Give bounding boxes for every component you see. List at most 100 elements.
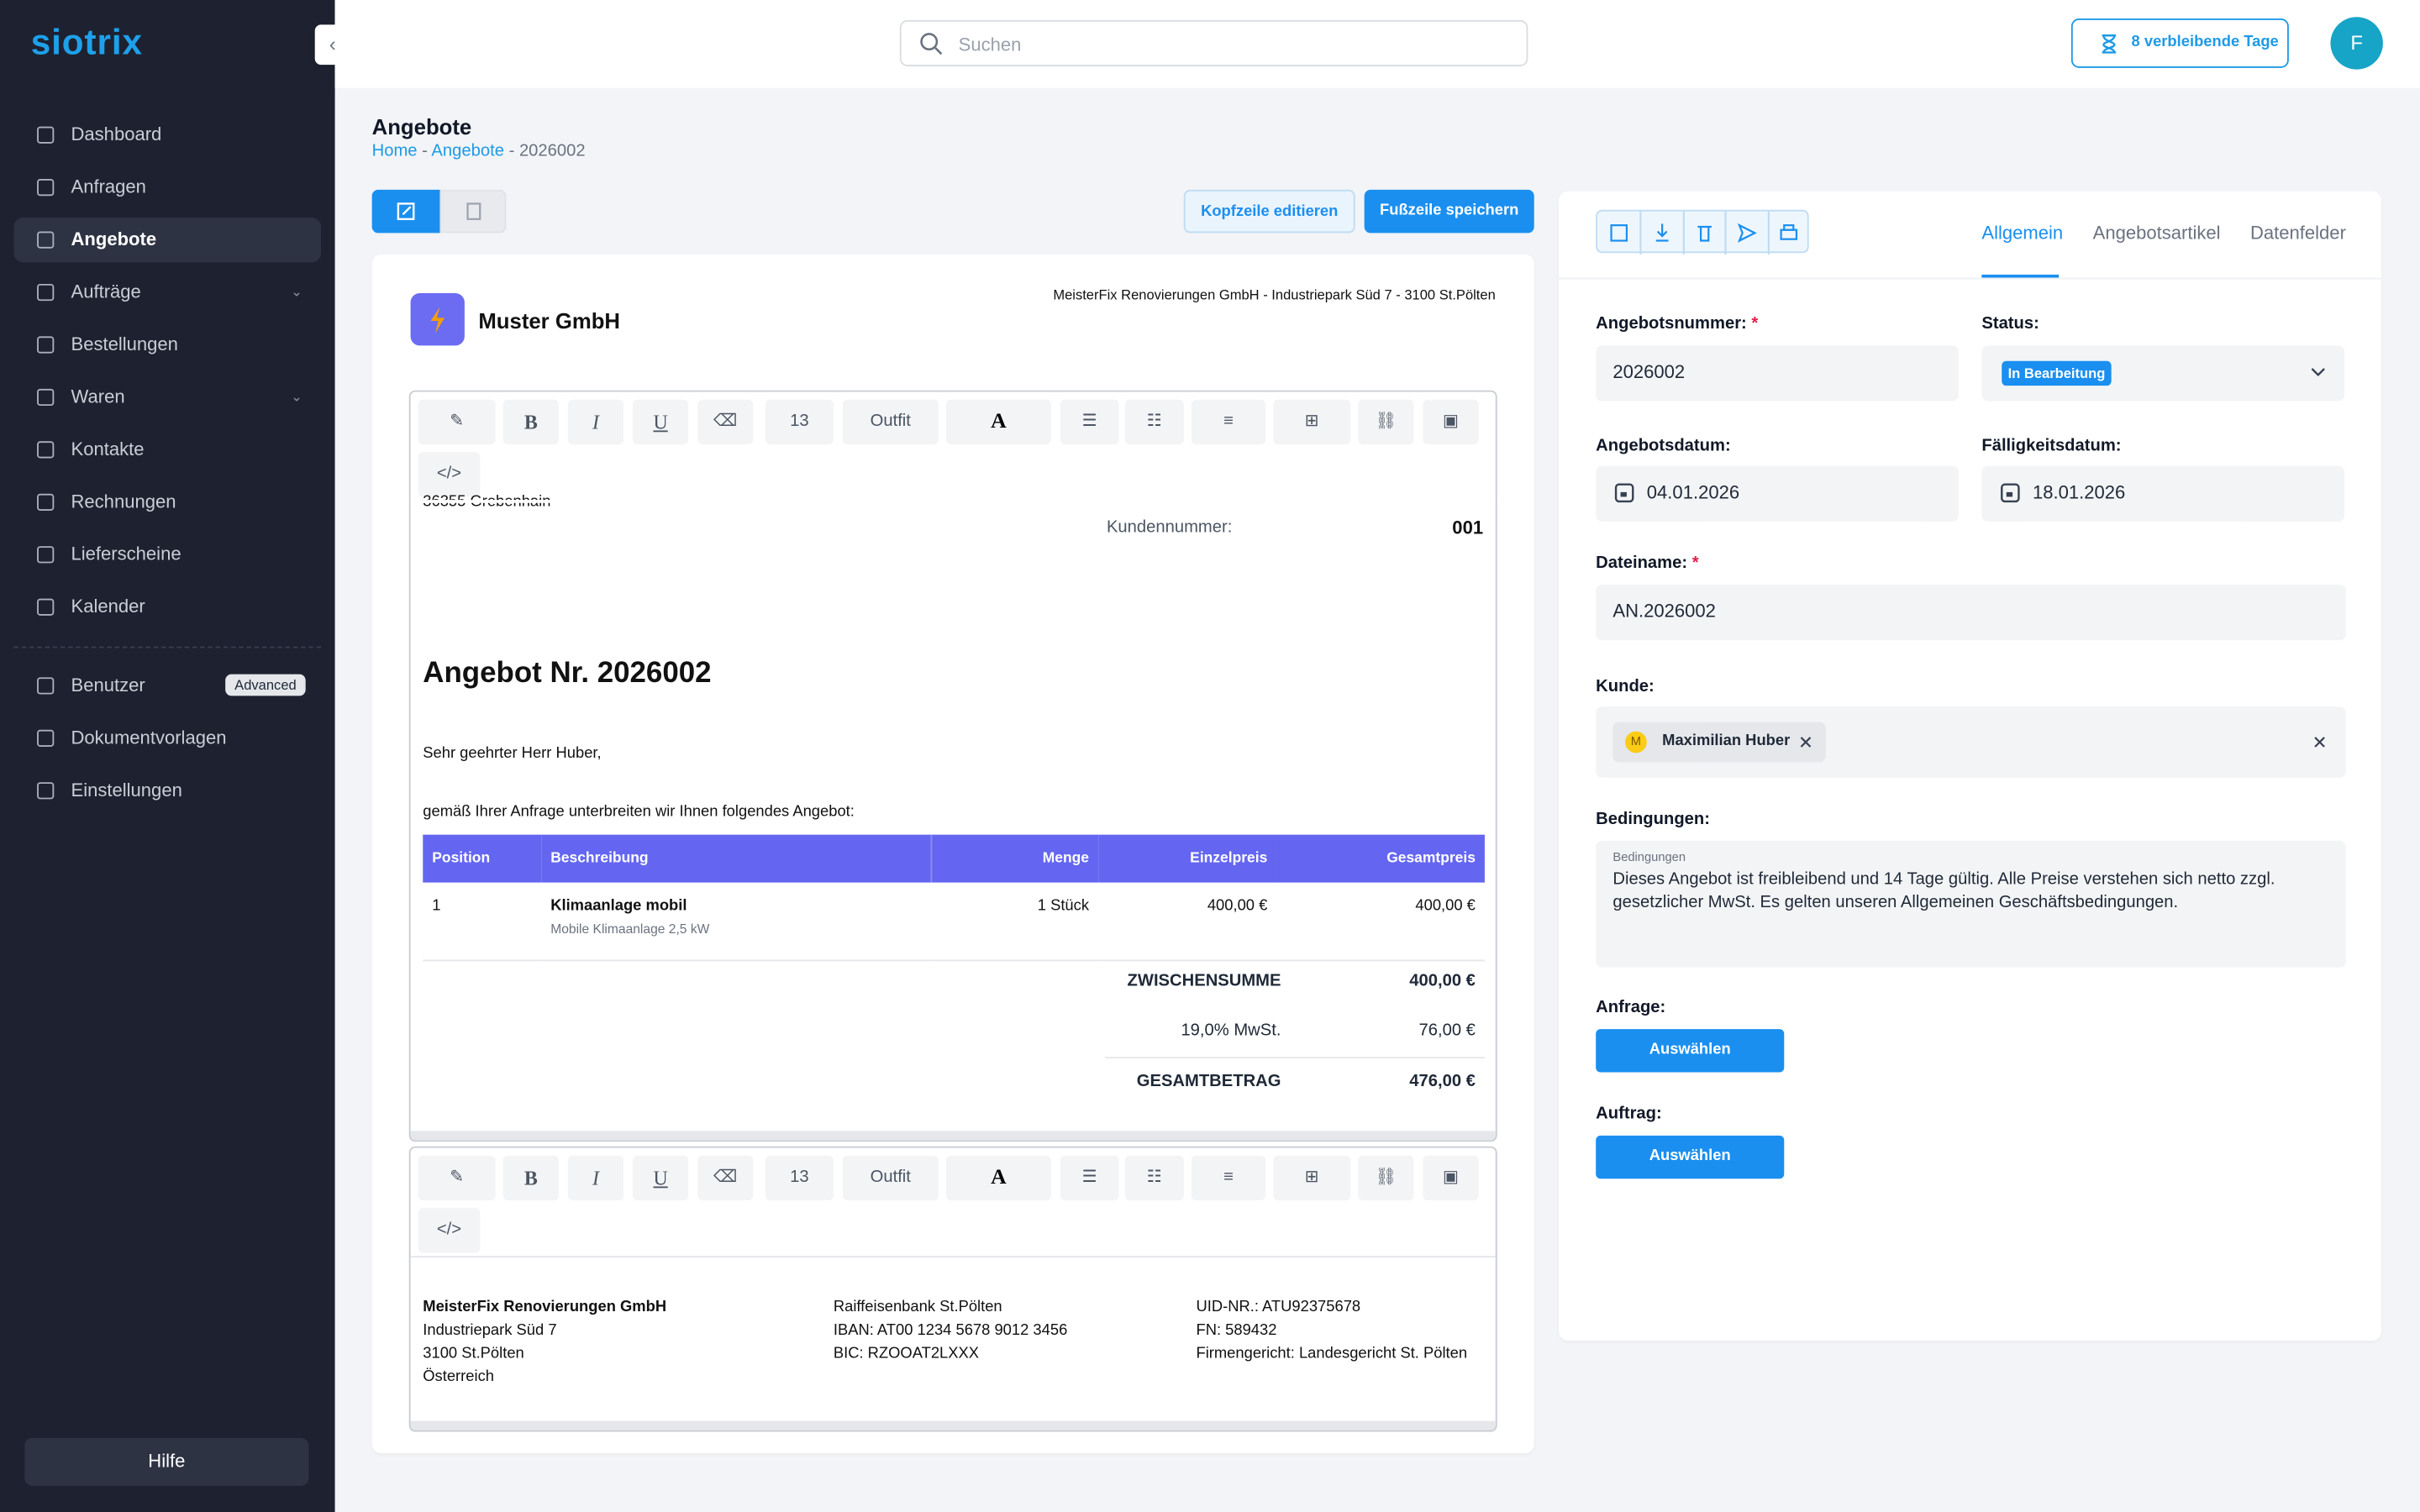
nav-item[interactable]: Aufträge ⌄ bbox=[14, 270, 322, 314]
help-button[interactable]: Hilfe bbox=[24, 1437, 309, 1486]
nav-item[interactable]: Lieferscheine bbox=[14, 533, 322, 577]
total-row: 19,0% MwSt. 76,00 € bbox=[1105, 1007, 1485, 1059]
save-footer-button[interactable]: Fußzeile speichern bbox=[1364, 189, 1534, 234]
toolbar-button[interactable]: ▣ bbox=[1423, 1155, 1479, 1200]
toolbar-button[interactable]: ⌫ bbox=[697, 1155, 754, 1200]
nav-item[interactable]: Angebote bbox=[13, 217, 322, 263]
clear-button[interactable] bbox=[2313, 736, 2326, 748]
nav-label: Einstellungen bbox=[71, 779, 182, 801]
toolbar-button[interactable]: ▣ bbox=[1423, 399, 1479, 444]
filename-input[interactable]: AN.2026002 bbox=[1596, 585, 2346, 641]
toolbar-button[interactable]: </> bbox=[418, 1208, 481, 1253]
toolbar-button[interactable]: ☰ bbox=[1060, 399, 1119, 444]
toolbar-button[interactable]: B bbox=[502, 1155, 559, 1200]
toolbar-button[interactable]: ⌫ bbox=[697, 399, 754, 444]
table-cell: Klimaanlage mobil Mobile Klimaanlage 2,5 … bbox=[541, 883, 931, 960]
toolbar-button[interactable]: 13 bbox=[765, 1155, 834, 1200]
toolbar-button[interactable]: ☰ bbox=[1060, 1155, 1119, 1200]
nav-item[interactable]: Anfragen bbox=[14, 165, 322, 210]
toolbar-button[interactable]: </> bbox=[418, 452, 481, 497]
toolbar-button[interactable]: ⊞ bbox=[1273, 1155, 1351, 1200]
toolbar-button[interactable]: ⊞ bbox=[1273, 399, 1351, 444]
nav-item[interactable]: Kontakte bbox=[14, 428, 322, 472]
nav-item[interactable]: Kalender bbox=[14, 585, 322, 629]
nav-item[interactable]: Dokumentvorlagen bbox=[14, 716, 322, 760]
toolbar-button[interactable]: I bbox=[567, 399, 624, 444]
terms-textarea[interactable]: Bedingungen Dieses Angebot ist freibleib… bbox=[1596, 841, 2346, 968]
breadcrumb-current: 2026002 bbox=[518, 141, 586, 161]
customer-select[interactable]: M Maximilian Huber bbox=[1596, 706, 2346, 778]
field-label: Fälligkeitsdatum: bbox=[1981, 436, 2122, 455]
toolbar-button[interactable]: U bbox=[633, 399, 689, 444]
total-row: GESAMTBETRAG 476,00 € bbox=[1105, 1058, 1485, 1108]
toolbar-button[interactable]: ✎ bbox=[418, 1155, 496, 1200]
toolbar-button[interactable]: ✎ bbox=[418, 399, 496, 444]
nav-item[interactable]: Rechnungen bbox=[14, 480, 322, 524]
due-date-value: 18.01.2026 bbox=[2032, 481, 2126, 503]
toolbar-button[interactable]: Outfit bbox=[842, 399, 939, 444]
table-cell: 400,00 € bbox=[1098, 883, 1276, 960]
customer-chip[interactable]: M Maximilian Huber bbox=[1612, 722, 1826, 763]
editor-toolbar: ✎ B I U ⌫ 13 Outfit A ☰ ☷ ≡ ⊞ ⛓ ▣ </> bbox=[410, 1148, 1496, 1257]
toolbar-button[interactable]: B bbox=[502, 399, 559, 444]
textarea-label: Bedingungen bbox=[1612, 850, 1686, 864]
footer-line: IBAN: AT00 1234 5678 9012 3456 bbox=[833, 1322, 1068, 1340]
nav-item[interactable]: Benutzer bbox=[14, 664, 322, 708]
toolbar-button[interactable]: U bbox=[633, 1155, 689, 1200]
toolbar-button[interactable]: ☷ bbox=[1124, 1155, 1184, 1200]
toolbar-button[interactable]: ≡ bbox=[1191, 399, 1266, 444]
toolbar-button[interactable]: A bbox=[945, 399, 1051, 444]
search-box[interactable]: Suchen bbox=[899, 19, 1528, 66]
nav-item[interactable]: Bestellungen bbox=[14, 323, 322, 367]
toolbar-button[interactable]: ≡ bbox=[1191, 1155, 1266, 1200]
trial-text: 8 verbleibende Tage bbox=[2131, 34, 2279, 51]
toolbar-button[interactable]: A bbox=[945, 1155, 1051, 1200]
nav-item[interactable]: Einstellungen bbox=[14, 769, 322, 813]
brand[interactable]: siotrix bbox=[30, 21, 143, 62]
nav-label: Bestellungen bbox=[71, 333, 178, 355]
resize-handle[interactable] bbox=[410, 1420, 1496, 1431]
due-date-input[interactable]: 18.01.2026 bbox=[1981, 465, 2345, 522]
avatar[interactable]: F bbox=[2330, 17, 2383, 70]
breadcrumb-link[interactable]: Angebote bbox=[431, 141, 504, 161]
hourglass-icon bbox=[2102, 34, 2117, 54]
chip-remove[interactable] bbox=[1800, 736, 1812, 748]
page-title: Angebote bbox=[371, 113, 472, 139]
resize-handle[interactable] bbox=[410, 1131, 1496, 1141]
select-request-button[interactable]: Auswählen bbox=[1596, 1029, 1785, 1073]
status-select[interactable]: In Bearbeitung bbox=[1981, 345, 2345, 402]
offer-number-input[interactable]: 2026002 bbox=[1596, 345, 1959, 402]
document-card: Muster GmbH MeisterFix Renovierungen Gmb… bbox=[371, 255, 1534, 1454]
nav-item[interactable]: Dashboard bbox=[14, 113, 322, 157]
preview-toggle[interactable] bbox=[439, 189, 507, 234]
tab-active[interactable]: Allgemein bbox=[1981, 222, 2064, 244]
offer-heading: Angebot Nr. 2026002 bbox=[423, 657, 712, 690]
header: Suchen 8 verbleibende Tage F bbox=[334, 0, 2420, 88]
select-order-button[interactable]: Auswählen bbox=[1596, 1135, 1785, 1179]
footer-column: MeisterFix Renovierungen GmbH Industriepa… bbox=[423, 1296, 666, 1389]
edit-header-button[interactable]: Kopfzeile editieren bbox=[1183, 189, 1355, 234]
document-icon bbox=[466, 202, 481, 220]
tab[interactable]: Angebotsartikel bbox=[2092, 222, 2221, 244]
nav-chevron: ⌄ bbox=[291, 283, 303, 300]
toolbar-button[interactable]: 13 bbox=[765, 399, 834, 444]
field-label: Bedingungen: bbox=[1596, 810, 1710, 829]
field-label: Dateiname: * bbox=[1596, 554, 1698, 572]
edit-view-toggle[interactable] bbox=[371, 189, 440, 234]
toolbar-button[interactable]: ⛓ bbox=[1358, 1155, 1414, 1200]
footer-editor[interactable]: ✎ B I U ⌫ 13 Outfit A ☰ ☷ ≡ ⊞ ⛓ ▣ </> MeisterFix Renov… bbox=[408, 1146, 1497, 1432]
cell-note: Mobile Klimaanlage 2,5 kW bbox=[550, 921, 710, 937]
cell-text: 1 bbox=[432, 897, 441, 916]
nav-item[interactable]: Waren ⌄ bbox=[14, 375, 322, 419]
action-icons[interactable] bbox=[1597, 211, 1810, 255]
breadcrumb-link[interactable]: Home bbox=[371, 141, 418, 161]
toolbar-button[interactable]: I bbox=[567, 1155, 624, 1200]
nav-icon bbox=[37, 546, 55, 564]
tab[interactable]: Datenfelder bbox=[2249, 222, 2346, 244]
date-input[interactable]: 04.01.2026 bbox=[1596, 465, 1959, 522]
toolbar-button[interactable]: ☷ bbox=[1124, 399, 1184, 444]
trial-button[interactable]: 8 verbleibende Tage bbox=[2070, 18, 2289, 68]
toolbar-button[interactable]: Outfit bbox=[842, 1155, 939, 1200]
toolbar-button[interactable]: ⛓ bbox=[1358, 399, 1414, 444]
